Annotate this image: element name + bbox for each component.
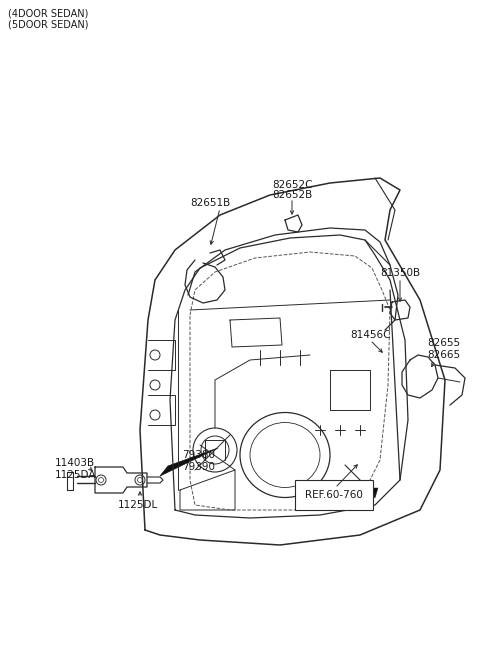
Text: 11403B: 11403B [55, 458, 95, 468]
Text: 82655: 82655 [427, 338, 460, 348]
Text: 81350B: 81350B [380, 268, 420, 278]
Text: 81456C: 81456C [350, 330, 391, 340]
Text: 79390: 79390 [182, 462, 215, 472]
Text: 82652B: 82652B [272, 190, 312, 200]
Text: 1125DA: 1125DA [55, 470, 96, 480]
Text: 79380: 79380 [182, 450, 215, 460]
Text: 82651B: 82651B [190, 198, 230, 208]
Text: 1125DL: 1125DL [118, 500, 158, 510]
Polygon shape [368, 488, 378, 498]
Text: 82665: 82665 [427, 350, 460, 360]
Text: (4DOOR SEDAN)
(5DOOR SEDAN): (4DOOR SEDAN) (5DOOR SEDAN) [8, 8, 88, 30]
Text: 82652C: 82652C [272, 180, 312, 190]
Text: REF.60-760: REF.60-760 [305, 490, 363, 500]
Polygon shape [160, 448, 218, 476]
